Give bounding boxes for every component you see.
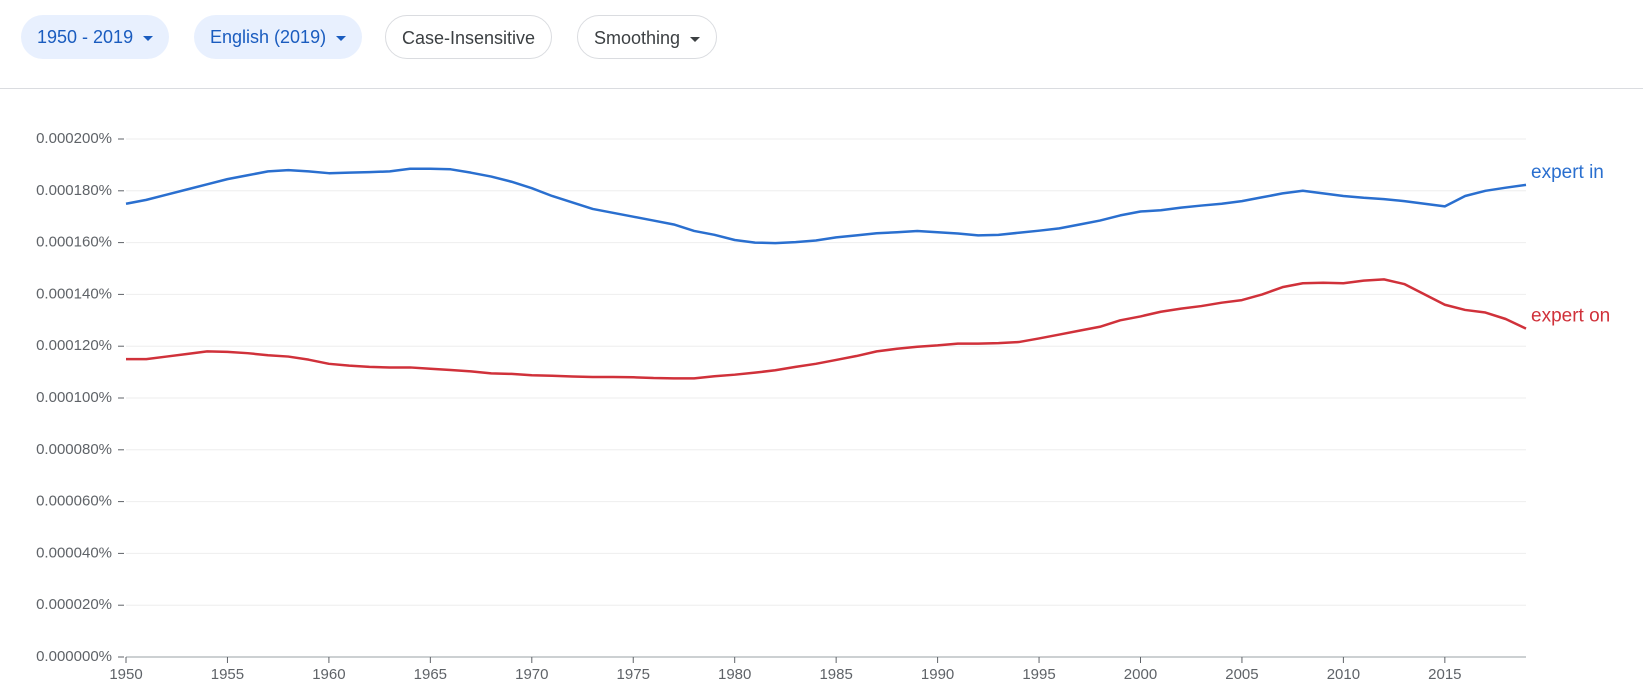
case: Case-Insensitive bbox=[402, 28, 536, 48]
x-tick-label: 2005 bbox=[1225, 666, 1258, 683]
corpus: English (2019) bbox=[210, 27, 327, 47]
x-tick-label: 1970 bbox=[515, 666, 548, 683]
y-tick-label: 0.000040% bbox=[36, 544, 112, 561]
year-range: 1950 - 2019 bbox=[37, 27, 134, 47]
x-tick-label: 2015 bbox=[1428, 666, 1461, 683]
x-tick-label: 1955 bbox=[211, 666, 244, 683]
y-tick-label: 0.000100% bbox=[36, 389, 112, 406]
y-tick-label: 0.000120% bbox=[36, 337, 112, 354]
x-tick-label: 1985 bbox=[819, 666, 852, 683]
y-tick-label: 0.000060% bbox=[36, 493, 112, 510]
x-tick-label: 1965 bbox=[414, 666, 447, 683]
x-tick-label: 1995 bbox=[1022, 666, 1055, 683]
x-tick-label: 1960 bbox=[312, 666, 345, 683]
corpus-button[interactable]: English (2019) bbox=[194, 15, 363, 59]
x-tick-label: 2000 bbox=[1124, 666, 1157, 683]
year-range-button[interactable]: 1950 - 2019 bbox=[21, 15, 170, 59]
series-line bbox=[125, 167, 1527, 245]
y-tick-label: 0.000020% bbox=[36, 596, 112, 613]
y-tick-label: 0.000080% bbox=[36, 441, 112, 458]
series-label: expert on bbox=[1531, 306, 1610, 327]
smoothing: Smoothing bbox=[594, 28, 681, 48]
y-tick-label: 0.000180% bbox=[36, 182, 112, 199]
series-label: expert in bbox=[1531, 162, 1604, 183]
y-tick-label: 0.000140% bbox=[36, 285, 112, 302]
y-tick-label: 0.000200% bbox=[36, 130, 112, 147]
y-tick-label: 0.000160% bbox=[36, 234, 112, 251]
x-tick-label: 1950 bbox=[109, 666, 142, 683]
series-line bbox=[126, 278, 1527, 380]
x-tick-label: 1975 bbox=[617, 666, 650, 683]
y-tick-label: 0.000000% bbox=[36, 648, 112, 665]
smoothing-button[interactable]: Smoothing bbox=[577, 15, 718, 59]
x-tick-label: 1980 bbox=[718, 666, 751, 683]
case-button[interactable]: Case-Insensitive bbox=[385, 15, 553, 59]
x-tick-label: 2010 bbox=[1327, 666, 1360, 683]
toolbar: 1950 - 2019 English (2019) Case-Insensit… bbox=[0, 0, 1643, 89]
x-tick-label: 1990 bbox=[921, 666, 954, 683]
